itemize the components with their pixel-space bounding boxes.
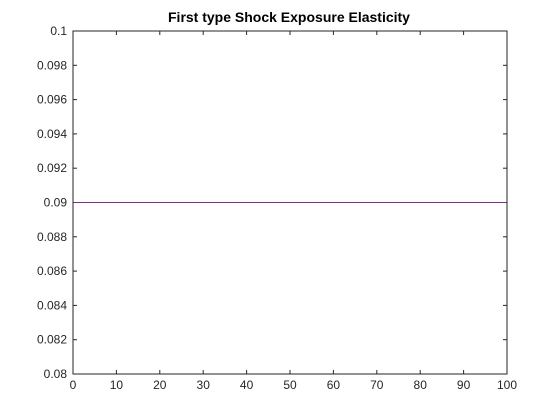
x-tick-label: 20 — [153, 378, 167, 392]
x-tick-label: 80 — [414, 378, 428, 392]
plot-frame — [72, 30, 508, 375]
y-tick-label: 0.098 — [37, 58, 67, 72]
x-axis: 0 10 20 30 40 50 60 70 80 90 100 — [70, 31, 517, 392]
y-tick-label: 0.082 — [37, 333, 67, 347]
x-tick-label: 90 — [457, 378, 471, 392]
x-tick-label: 0 — [70, 378, 77, 392]
y-tick-label: 0.088 — [37, 230, 67, 244]
chart-title: First type Shock Exposure Elasticity — [168, 9, 410, 25]
y-tick-label: 0.096 — [37, 93, 67, 107]
x-tick-label: 70 — [370, 378, 384, 392]
y-tick-label: 0.09 — [44, 196, 68, 210]
y-tick-label: 0.1 — [50, 24, 67, 38]
y-tick-label: 0.084 — [37, 298, 67, 312]
x-tick-label: 10 — [110, 378, 124, 392]
x-tick-label: 100 — [497, 378, 517, 392]
y-tick-label: 0.086 — [37, 264, 67, 278]
y-tick-label: 0.08 — [44, 367, 68, 381]
x-tick-label: 50 — [283, 378, 297, 392]
y-tick-label: 0.092 — [37, 161, 67, 175]
y-tick-label: 0.094 — [37, 127, 67, 141]
x-tick-label: 30 — [197, 378, 211, 392]
x-tick-label: 40 — [240, 378, 254, 392]
x-tick-label: 60 — [327, 378, 341, 392]
